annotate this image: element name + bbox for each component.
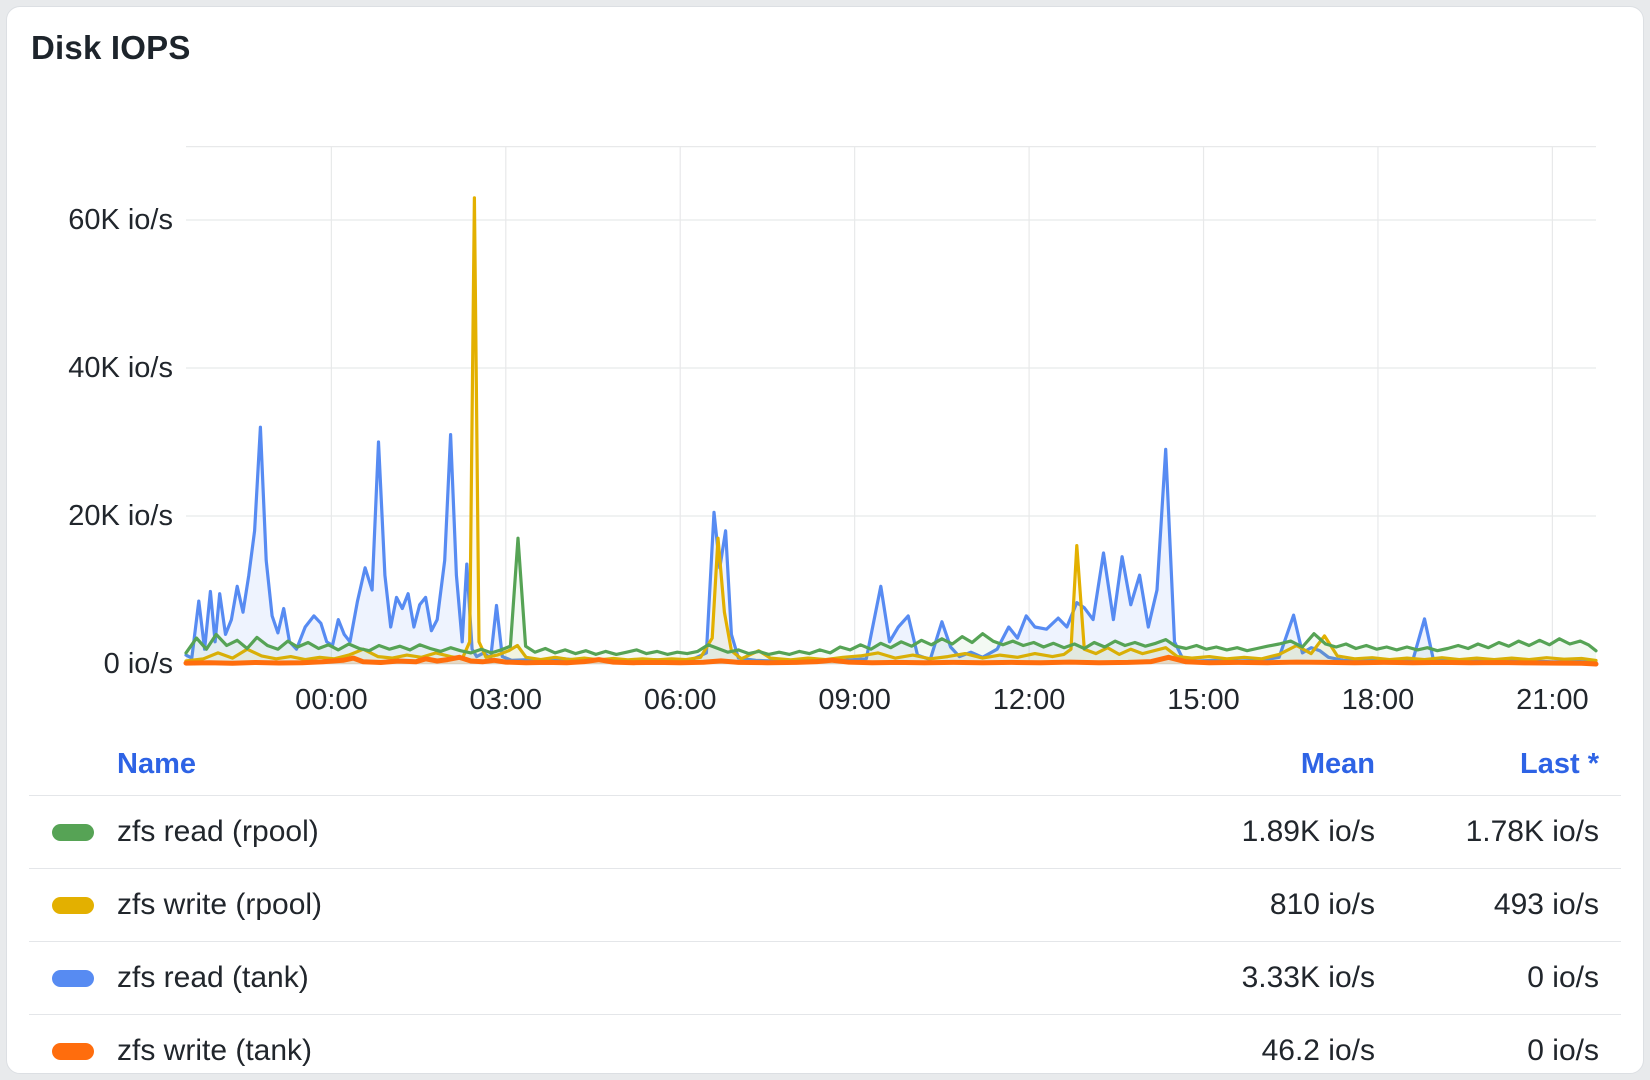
last-value: 493 io/s	[1493, 888, 1599, 921]
disk-iops-panel: Disk IOPS 0 io/s 20K io/s 40K io/s 60K io/s…	[6, 6, 1644, 1074]
series-name-label[interactable]: zfs write (tank)	[117, 1034, 313, 1067]
legend-row-zfs-write-tank[interactable]: zfs write (tank) 46.2 io/s 0 io/s	[29, 1014, 1621, 1073]
legend-name-cell: zfs read (rpool)	[29, 815, 1075, 849]
y-tick-label-0-io-s: 0 io/s	[103, 648, 173, 680]
y-tick-label-40k-io-s: 40K io/s	[68, 352, 173, 384]
series-name-label[interactable]: zfs read (rpool)	[117, 815, 319, 848]
x-tick-label-09-00: 09:00	[818, 684, 891, 716]
series-line-zfs-read-rpool	[184, 536, 1598, 656]
series-color-swatch	[52, 823, 94, 841]
x-tick-label-00-00: 00:00	[295, 684, 368, 716]
legend-name-cell: zfs write (rpool)	[29, 888, 1075, 922]
x-tick-label-06-00: 06:00	[643, 684, 717, 716]
y-axis: 0 io/s 20K io/s 40K io/s 60K io/s	[7, 7, 173, 707]
last-value: 0 io/s	[1527, 1034, 1599, 1067]
series-line-zfs-write-rpool	[184, 196, 1598, 663]
x-tick-label-12-00: 12:00	[992, 684, 1066, 716]
series-color-swatch	[52, 896, 94, 914]
mean-value: 3.33K io/s	[1241, 961, 1375, 994]
legend-header-row: Name Mean Last *	[29, 733, 1621, 795]
legend-row-zfs-write-rpool[interactable]: zfs write (rpool) 810 io/s 493 io/s	[29, 868, 1621, 941]
series-fill-zfs-write-rpool	[186, 197, 1596, 665]
y-tick-label-20k-io-s: 20K io/s	[68, 500, 173, 532]
legend-name-cell: zfs read (tank)	[29, 961, 1075, 995]
series-color-swatch	[52, 969, 94, 987]
series-line-zfs-write-tank	[183, 654, 1599, 667]
legend-header-name[interactable]: Name	[117, 747, 196, 780]
mean-value: 1.89K io/s	[1241, 815, 1375, 848]
legend-table: Name Mean Last * zfs read (rpool) 1.89K i…	[29, 733, 1621, 1073]
x-tick-label-03-00: 03:00	[469, 684, 543, 716]
series-name-label[interactable]: zfs read (tank)	[117, 961, 309, 994]
time-series-plot[interactable]	[183, 146, 1599, 667]
mean-value: 810 io/s	[1269, 888, 1375, 921]
last-value: 1.78K io/s	[1465, 815, 1599, 848]
legend-header-mean[interactable]: Mean	[1300, 747, 1375, 780]
last-value: 0 io/s	[1527, 961, 1599, 994]
mean-value: 46.2 io/s	[1261, 1034, 1375, 1067]
series-color-swatch	[52, 1042, 94, 1060]
legend-row-zfs-read-rpool[interactable]: zfs read (rpool) 1.89K io/s 1.78K io/s	[29, 795, 1621, 868]
y-tick-label-60k-io-s: 60K io/s	[68, 204, 173, 236]
legend-name-cell: zfs write (tank)	[29, 1034, 1075, 1068]
x-tick-label-18-00: 18:00	[1341, 684, 1415, 716]
panel-title: Disk IOPS	[31, 29, 191, 66]
x-axis: 00:00 03:00 06:00 09:00 12:00 15:00 18:00 21:00	[7, 683, 1643, 723]
series-fill-zfs-read-rpool	[186, 538, 1596, 664]
chart-canvas[interactable]	[183, 146, 1599, 667]
x-tick-label-21-00: 21:00	[1516, 684, 1589, 716]
series-fill-zfs-read-tank	[186, 427, 1596, 664]
legend-header-last[interactable]: Last *	[1520, 747, 1599, 780]
series-name-label[interactable]: zfs write (rpool)	[117, 888, 323, 921]
legend-row-zfs-read-tank[interactable]: zfs read (tank) 3.33K io/s 0 io/s	[29, 941, 1621, 1014]
x-tick-label-15-00: 15:00	[1167, 684, 1240, 716]
